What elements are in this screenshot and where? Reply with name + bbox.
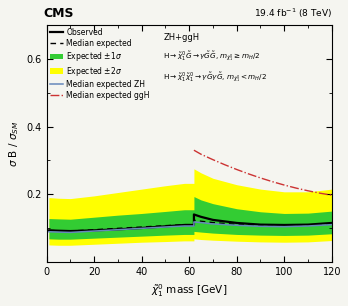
Text: 19.4 fb$^{-1}$ (8 TeV): 19.4 fb$^{-1}$ (8 TeV) [253,7,332,20]
Text: H$\rightarrow\tilde{\chi}_1^0\tilde{\chi}_1^0\rightarrow\gamma\tilde{G}\gamma\ti: H$\rightarrow\tilde{\chi}_1^0\tilde{\chi… [164,70,268,84]
Y-axis label: $\sigma$ B / $\sigma_{SM}$: $\sigma$ B / $\sigma_{SM}$ [7,120,21,166]
Text: CMS: CMS [44,7,74,20]
Text: ZH+ggH: ZH+ggH [164,33,200,42]
Text: H$\rightarrow\tilde{\chi}_1^0\tilde{G}\rightarrow\gamma\tilde{G}\tilde{G}$, $m_{: H$\rightarrow\tilde{\chi}_1^0\tilde{G}\r… [164,49,261,63]
Legend: Observed, Median expected, Expected $\pm 1\sigma$, Expected $\pm 2\sigma$, Media: Observed, Median expected, Expected $\pm… [49,27,151,100]
X-axis label: $\tilde{\chi}_1^0$ mass [GeV]: $\tilde{\chi}_1^0$ mass [GeV] [151,282,227,299]
